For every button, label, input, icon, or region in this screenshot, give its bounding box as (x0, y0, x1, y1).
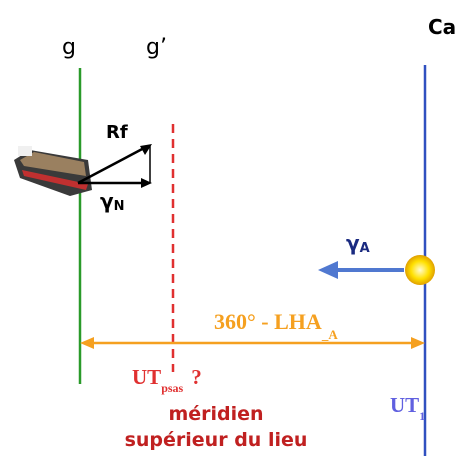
label-meridian: supérieur du lieu (125, 429, 308, 451)
label-ca: Ca (428, 15, 456, 39)
arrowhead (411, 337, 425, 349)
label-ut-psas: UTpsas? (132, 365, 202, 395)
label-angle: 360° - LHA_A (214, 309, 338, 342)
label-meridian: méridien (168, 403, 263, 425)
label-g: g (62, 35, 76, 60)
diagram: g g’ Ca Rf γN γA 360° - LHA_A UTpsas? mé… (0, 0, 470, 456)
arrowhead (80, 337, 94, 349)
label-ut1: UT1 (390, 393, 425, 423)
label-rf: Rf (106, 122, 128, 143)
label-gamma-n: γN (100, 189, 125, 214)
arrowhead (318, 261, 338, 279)
label-gamma-a: γA (346, 231, 370, 256)
sun (405, 255, 435, 285)
label-g-prime: g’ (146, 35, 167, 60)
